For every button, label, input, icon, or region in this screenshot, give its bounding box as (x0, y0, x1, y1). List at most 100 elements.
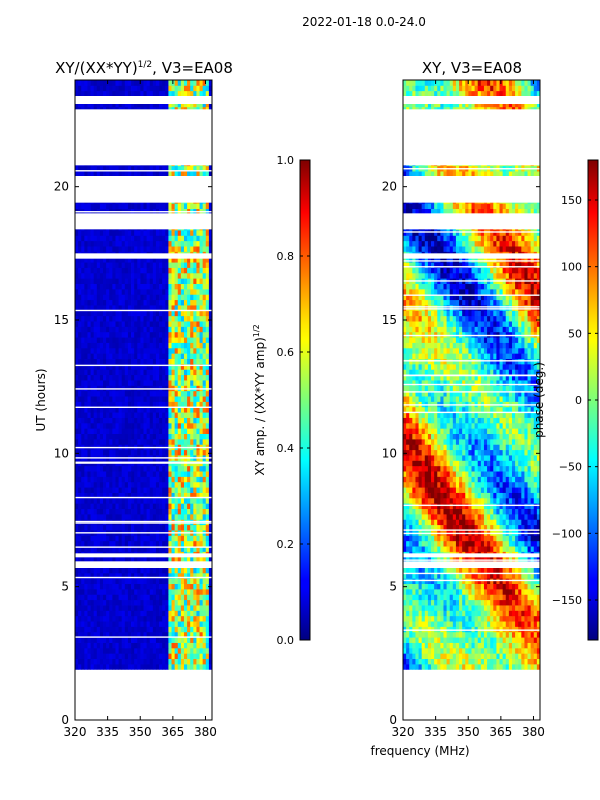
heat-cell (96, 449, 101, 456)
heat-cell (84, 101, 88, 108)
heat-cell (115, 605, 119, 611)
heat-cell (131, 390, 135, 397)
heat-cell (134, 396, 138, 402)
heat-cell (121, 588, 126, 595)
heat-cell (190, 358, 194, 365)
heat-cell (96, 556, 101, 563)
heat-cell (90, 337, 95, 343)
heat-cell (103, 535, 107, 542)
heat-cell (202, 396, 207, 402)
heat-cell (187, 535, 191, 542)
heat-cell (121, 653, 126, 660)
heat-cell (140, 358, 144, 365)
heat-cell (202, 572, 207, 579)
heat-cell (124, 310, 129, 317)
heat-cell (131, 299, 135, 306)
heat-cell (143, 513, 148, 520)
heat-cell (180, 631, 185, 638)
heat-cell (208, 165, 213, 172)
heat-cell (121, 358, 126, 365)
heat-cell (171, 342, 176, 349)
heat-cell (152, 305, 157, 311)
heat-cell (477, 663, 482, 670)
heat-cell (143, 246, 148, 252)
heat-cell (165, 353, 169, 359)
heat-cell (93, 288, 98, 295)
heat-cell (112, 256, 116, 263)
heat-cell (109, 642, 113, 649)
heat-cell (140, 637, 144, 643)
heat-cell (99, 503, 104, 510)
heat-cell (168, 165, 172, 172)
flagged-band (75, 253, 212, 259)
heat-cell (187, 326, 191, 333)
heat-cell (193, 642, 197, 649)
heat-cell (106, 230, 110, 236)
heat-cell (75, 374, 79, 381)
heat-cell (196, 594, 200, 601)
heat-cell (146, 401, 151, 408)
heat-cell (202, 653, 207, 660)
heat-cell (149, 401, 154, 408)
heat-cell (140, 422, 144, 429)
heat-cell (146, 353, 151, 359)
heat-cell (199, 594, 204, 601)
heat-cell (205, 278, 210, 284)
heat-cell (106, 599, 110, 606)
heat-cell (177, 658, 182, 665)
heat-cell (165, 342, 169, 349)
heat-cell (124, 283, 129, 290)
heat-cell (202, 288, 207, 295)
heat-cell (84, 272, 88, 279)
heat-cell (155, 90, 160, 97)
heat-cell (143, 449, 148, 456)
heat-cell (90, 412, 95, 418)
heat-cell (193, 101, 197, 108)
heat-cell (165, 503, 169, 510)
heat-cell (155, 353, 160, 359)
heat-cell (174, 240, 179, 247)
heat-cell (183, 165, 188, 172)
heat-cell (193, 347, 197, 354)
heat-cell (196, 412, 200, 418)
heat-cell (127, 294, 132, 301)
heat-cell (183, 631, 188, 638)
heat-cell (202, 101, 207, 108)
heat-cell (177, 406, 182, 413)
heat-cell (183, 540, 188, 547)
heat-cell (190, 369, 194, 376)
heat-cell (168, 588, 172, 595)
heat-cell (155, 535, 160, 542)
heat-cell (87, 572, 91, 579)
heat-cell (124, 449, 129, 456)
heat-cell (75, 487, 79, 493)
heat-cell (137, 353, 141, 359)
heat-cell (143, 535, 148, 542)
heat-cell (90, 524, 95, 531)
heat-cell (140, 380, 144, 386)
heat-cell (96, 621, 101, 627)
heat-cell (162, 508, 166, 515)
heat-cell (106, 487, 110, 493)
heat-cell (155, 513, 160, 520)
heat-cell (199, 487, 204, 493)
heat-cell (149, 583, 154, 590)
heat-cell (152, 594, 157, 601)
heat-cell (205, 101, 210, 108)
heat-cell (162, 605, 166, 611)
heat-cell (190, 508, 194, 515)
heat-cell (159, 401, 163, 408)
heat-cell (96, 294, 101, 301)
heat-cell (137, 401, 141, 408)
heat-cell (134, 85, 138, 92)
heat-cell (174, 508, 179, 515)
heat-cell (174, 465, 179, 472)
heat-cell (143, 605, 148, 611)
heat-cell (187, 85, 191, 92)
heat-cell (140, 85, 144, 92)
heat-cell (90, 465, 95, 472)
heat-cell (90, 428, 95, 434)
heat-cell (131, 337, 135, 343)
heat-cell (165, 626, 169, 633)
heat-cell (121, 546, 126, 552)
